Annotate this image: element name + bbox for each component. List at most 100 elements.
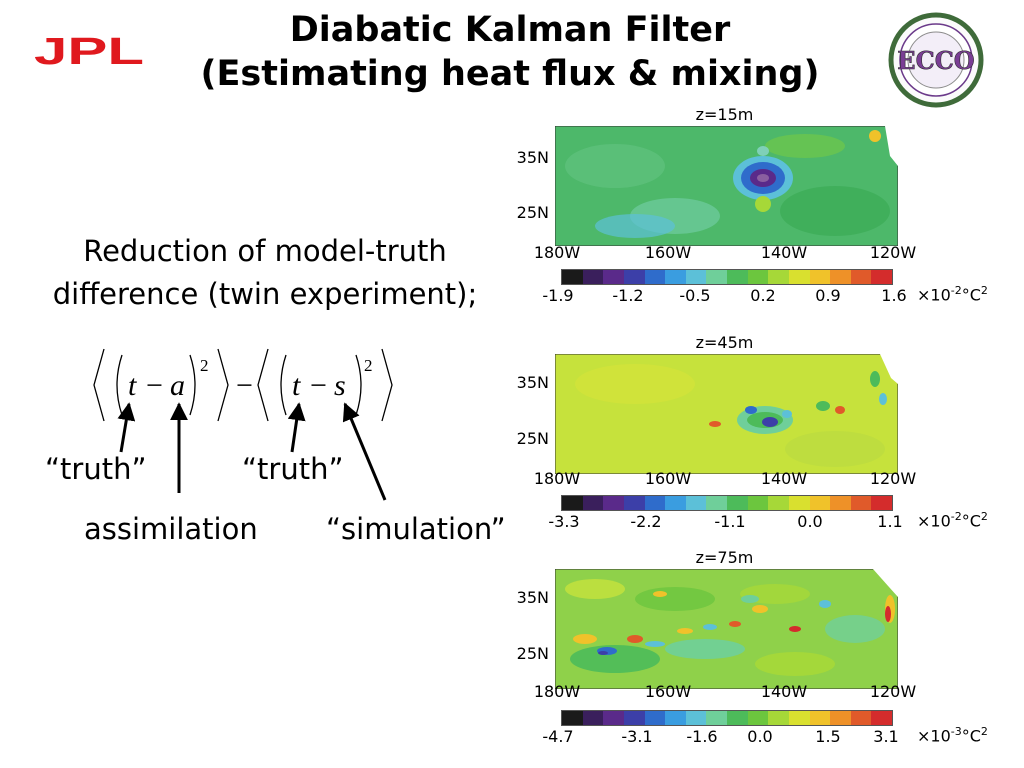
- colorbar-swatch: [644, 711, 666, 725]
- right-angle-bracket-2: [381, 348, 393, 422]
- colorbar-tick: -2.2: [630, 512, 662, 531]
- unit-suffix: °C: [961, 285, 981, 305]
- formula-a: a: [170, 369, 185, 402]
- map-panel-z15: z=15m 35N 25N 180W 160W 140W 120W -1.9 -…: [505, 105, 1020, 323]
- colorbar-swatch: [603, 270, 624, 284]
- right-paren: [189, 354, 196, 416]
- colorbar-swatch: [768, 711, 789, 725]
- colorbar-tick: 1.5: [815, 727, 841, 746]
- colorbar-swatch: [788, 270, 810, 284]
- formula: t − a 2 − t − s 2: [93, 348, 393, 422]
- ecco-logo: ECCO: [888, 12, 984, 108]
- colorbar-unit: ×10-2°C2: [917, 284, 988, 304]
- colorbar-swatch: [623, 711, 645, 725]
- colorbar-swatch: [727, 496, 748, 510]
- formula-s: s: [334, 369, 346, 402]
- ecco-logo-text: ECCO: [897, 46, 974, 75]
- right-paren-2: [355, 354, 362, 416]
- colorbar-swatch: [706, 496, 727, 510]
- description: Reduction of model-truth difference (twi…: [20, 230, 510, 316]
- label-assimilation: assimilation: [84, 512, 258, 546]
- colorbar-tick: 1.1: [877, 512, 903, 531]
- lon-label: 180W: [533, 682, 581, 701]
- lat-label: 25N: [516, 203, 549, 222]
- formula-minus: −: [146, 369, 163, 402]
- lon-label: 140W: [760, 469, 808, 488]
- lat-label: 25N: [516, 429, 549, 448]
- left-paren: [116, 354, 123, 416]
- colorbar-swatch: [768, 270, 789, 284]
- left-angle-bracket-2: [257, 348, 269, 422]
- unit-pow: 2: [980, 725, 988, 738]
- colorbar-swatch: [788, 496, 810, 510]
- lon-label: 120W: [869, 243, 917, 262]
- lat-label: 35N: [516, 373, 549, 392]
- colorbar-swatch: [644, 496, 666, 510]
- colorbar-swatch: [665, 496, 686, 510]
- colorbar-tick: -1.2: [612, 286, 644, 305]
- left-angle-bracket: [93, 348, 105, 422]
- colorbar-swatch: [871, 496, 892, 510]
- panel-title: z=75m: [695, 548, 754, 567]
- colorbar-swatch: [706, 270, 727, 284]
- formula-t: t: [128, 369, 137, 402]
- unit-prefix: ×10: [917, 726, 951, 746]
- colorbar-swatch: [623, 496, 645, 510]
- colorbar-swatch: [582, 496, 604, 510]
- lon-label: 160W: [644, 682, 692, 701]
- panel-title: z=45m: [695, 333, 754, 352]
- colorbar-swatch: [727, 711, 748, 725]
- colorbar-tick: -1.1: [714, 512, 746, 531]
- formula-minus-3: −: [310, 369, 327, 402]
- colorbar-swatch: [644, 270, 666, 284]
- formula-exp-2: 2: [364, 356, 373, 375]
- colorbar: [561, 710, 893, 726]
- slide-title: Diabatic Kalman Filter (Estimating heat …: [180, 8, 840, 96]
- lat-label: 35N: [516, 588, 549, 607]
- colorbar-swatch: [603, 711, 624, 725]
- colorbar-swatch: [871, 711, 892, 725]
- colorbar-swatch: [830, 496, 851, 510]
- lon-label: 180W: [533, 469, 581, 488]
- unit-exp: -2: [950, 284, 962, 297]
- lon-label: 180W: [533, 243, 581, 262]
- title-line-1: Diabatic Kalman Filter: [289, 10, 731, 50]
- label-truth-right: “truth”: [242, 452, 344, 486]
- map-plot: [555, 354, 898, 474]
- formula-minus-2: −: [236, 369, 253, 402]
- lon-label: 140W: [760, 682, 808, 701]
- jpl-logo-text: JPL: [34, 34, 144, 68]
- unit-pow: 2: [980, 510, 988, 523]
- colorbar-swatch: [623, 270, 645, 284]
- colorbar-swatch: [685, 711, 707, 725]
- description-line-2: difference (twin experiment);: [52, 277, 478, 311]
- colorbar-swatch: [850, 711, 872, 725]
- left-paren-2: [280, 354, 287, 416]
- colorbar-swatch: [747, 496, 769, 510]
- title-line-2: (Estimating heat flux & mixing): [200, 54, 820, 94]
- colorbar-swatch: [768, 496, 789, 510]
- colorbar-swatch: [665, 711, 686, 725]
- colorbar-swatch: [850, 270, 872, 284]
- colorbar-unit: ×10-2°C2: [917, 510, 988, 530]
- colorbar-swatch: [747, 711, 769, 725]
- colorbar: [561, 269, 893, 285]
- colorbar-tick: -3.1: [621, 727, 653, 746]
- formula-t-2: t: [292, 369, 301, 402]
- lat-label: 35N: [516, 148, 549, 167]
- lon-label: 160W: [644, 469, 692, 488]
- map-plot: [555, 569, 898, 689]
- lon-label: 120W: [869, 469, 917, 488]
- panel-title: z=15m: [695, 105, 754, 124]
- map-plot: [555, 126, 898, 246]
- colorbar-swatch: [665, 270, 686, 284]
- colorbar-swatch: [809, 496, 831, 510]
- colorbar-swatch: [582, 270, 604, 284]
- colorbar-tick: 1.6: [881, 286, 907, 305]
- jpl-logo: JPL: [34, 34, 144, 68]
- colorbar: [561, 495, 893, 511]
- label-simulation: “simulation”: [326, 512, 506, 546]
- colorbar-swatch: [582, 711, 604, 725]
- colorbar-swatch: [830, 711, 851, 725]
- unit-prefix: ×10: [917, 511, 951, 531]
